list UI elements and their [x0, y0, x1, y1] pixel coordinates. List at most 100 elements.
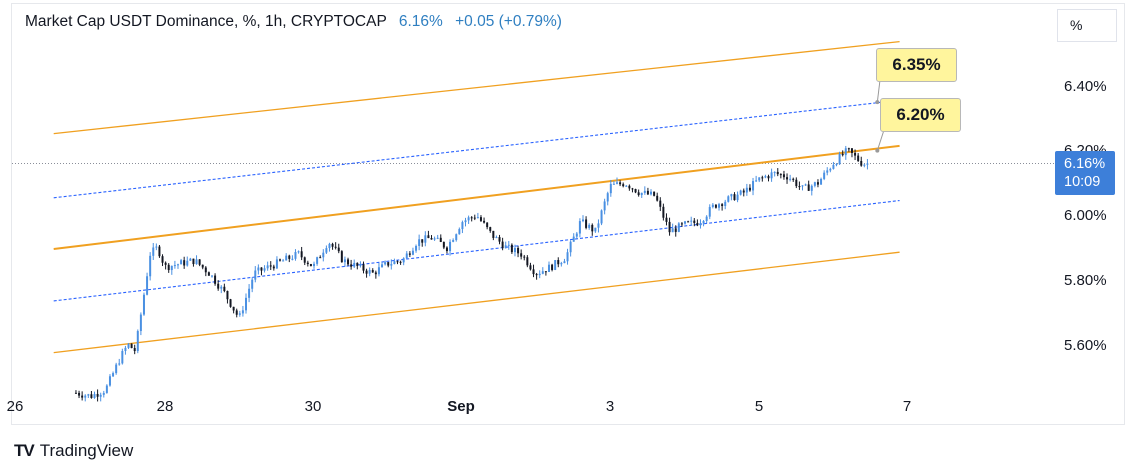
candle-body — [755, 180, 758, 182]
candle-body — [563, 261, 566, 264]
candle-body — [316, 257, 319, 264]
candle-body — [699, 223, 702, 226]
candle-body — [121, 350, 124, 364]
candle-body — [458, 229, 461, 235]
candle-body — [415, 245, 418, 251]
candle-body — [492, 230, 495, 238]
candle-body — [186, 260, 189, 266]
candle-body — [650, 191, 653, 195]
chart-frame — [11, 3, 1125, 425]
candle-body — [557, 260, 560, 265]
candle-body — [464, 220, 467, 223]
percent-scale-button[interactable]: % — [1057, 9, 1117, 42]
candle-body — [770, 172, 773, 179]
candle-body — [371, 270, 374, 273]
candle-body — [711, 204, 714, 207]
candle-body — [813, 182, 816, 186]
candle-body — [275, 259, 278, 269]
candle-body — [279, 259, 282, 261]
candle-body — [764, 176, 767, 178]
candle-body — [513, 247, 516, 253]
y-tick-label: 6.40% — [1064, 78, 1107, 95]
candle-body — [173, 265, 176, 267]
candle-body — [263, 268, 266, 271]
candle-body — [640, 192, 643, 196]
candle-body — [362, 264, 365, 271]
candle-body — [736, 194, 739, 201]
candle-body — [445, 247, 448, 252]
x-tick-label: 26 — [6, 398, 24, 415]
x-tick-label: 28 — [156, 398, 174, 415]
candle-body — [232, 306, 235, 311]
candle-body — [659, 200, 662, 207]
candle-body — [424, 235, 427, 243]
chart-header: Market Cap USDT Dominance, %, 1h, CRYPTO… — [25, 13, 562, 31]
candle-body — [176, 264, 179, 266]
candle-body — [634, 189, 637, 193]
candle-body — [297, 251, 300, 253]
candle-body — [282, 260, 285, 262]
annotation-callout-upper[interactable]: 6.35% — [876, 48, 957, 82]
candle-body — [254, 270, 257, 280]
candle-body — [665, 217, 668, 222]
candle-body — [467, 217, 470, 221]
candle-body — [427, 235, 430, 239]
candle-body — [714, 204, 717, 208]
candle-body — [594, 227, 597, 232]
candle-body — [288, 255, 291, 259]
candle-body — [306, 262, 309, 265]
candle-body — [773, 171, 776, 173]
candle-body — [727, 196, 730, 202]
candle-body — [680, 223, 683, 225]
candle-body — [396, 261, 399, 263]
candle-body — [835, 164, 838, 166]
candle-body — [130, 343, 133, 349]
candle-body — [105, 385, 108, 393]
candle-body — [476, 217, 479, 219]
candle-body — [619, 182, 622, 185]
candle-body — [331, 243, 334, 247]
candle-body — [786, 177, 789, 180]
candle-body — [241, 310, 244, 314]
candle-body — [838, 153, 841, 165]
candle-body — [575, 233, 578, 237]
candle-body — [118, 363, 121, 365]
candle-body — [430, 238, 433, 240]
candle-body — [677, 223, 680, 232]
callout-anchor-dot — [875, 148, 880, 153]
annotation-callout-lower[interactable]: 6.20% — [880, 98, 961, 132]
candle-body — [470, 217, 473, 219]
candle-body — [495, 237, 498, 239]
candle-body — [653, 191, 656, 196]
candle-body — [532, 269, 535, 275]
candle-body — [517, 247, 520, 254]
candle-body — [309, 264, 312, 267]
symbol-label[interactable]: Market Cap USDT Dominance, %, 1h, CRYPTO… — [25, 13, 387, 30]
candle-body — [748, 187, 751, 191]
candle-body — [303, 257, 306, 263]
candle-body — [671, 228, 674, 233]
candle-body — [340, 251, 343, 263]
candle-body — [217, 283, 220, 289]
candle-body — [319, 257, 322, 259]
candle-body — [789, 178, 792, 180]
candle-body — [359, 264, 362, 266]
candle-body — [631, 188, 634, 190]
candle-body — [78, 392, 81, 396]
candle-body — [399, 261, 402, 263]
candle-body — [544, 271, 547, 273]
candle-body — [408, 253, 411, 255]
candle-body — [266, 265, 269, 269]
candle-body — [609, 183, 612, 194]
candle-body — [325, 248, 328, 253]
price-tag-countdown: 10:09 — [1064, 174, 1101, 190]
candle-body — [600, 210, 603, 224]
candle-body — [74, 392, 77, 394]
channel-line-upper-inner — [53, 99, 900, 199]
candle-body — [207, 272, 210, 276]
candle-body — [214, 275, 217, 284]
tradingview-brand[interactable]: TV TradingView — [14, 441, 133, 461]
candle-body — [810, 185, 813, 191]
candle-body — [439, 237, 442, 242]
